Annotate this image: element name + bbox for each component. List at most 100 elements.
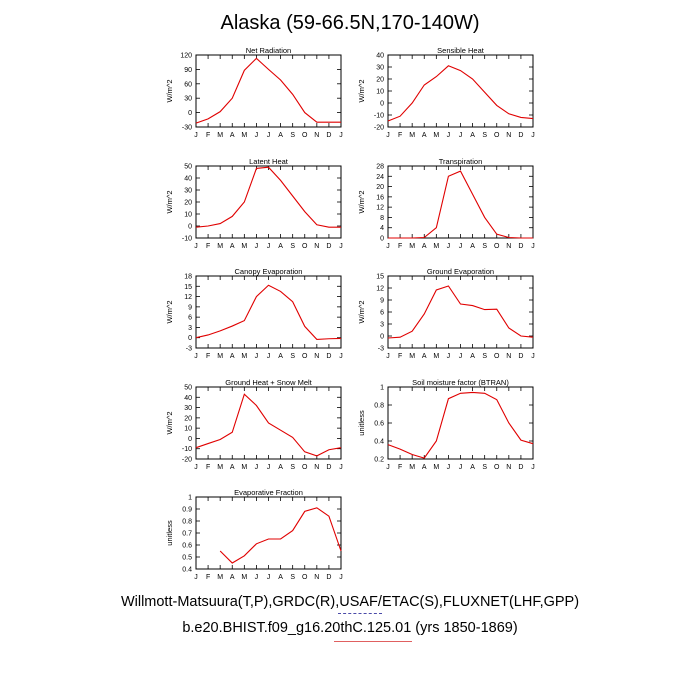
x-tick-label: A	[230, 464, 235, 471]
x-tick-label: D	[326, 243, 331, 250]
x-tick-label: J	[339, 574, 343, 581]
x-tick-label: M	[217, 464, 223, 471]
panel-title: Ground Evaporation	[427, 267, 494, 276]
x-tick-label: J	[267, 353, 271, 360]
x-tick-label: D	[326, 464, 331, 471]
panel-title: Sensible Heat	[437, 46, 485, 55]
y-axis-label: W/m^2	[357, 300, 366, 323]
x-tick-label: M	[409, 353, 415, 360]
x-tick-label: N	[506, 243, 511, 250]
x-tick-label: J	[459, 464, 463, 471]
x-tick-label: A	[470, 353, 475, 360]
x-tick-label: M	[433, 132, 439, 139]
y-tick-label: 0.4	[374, 439, 384, 446]
x-tick-label: O	[302, 243, 308, 250]
plot-frame	[195, 496, 342, 570]
x-tick-label: F	[398, 243, 402, 250]
y-axis-label: W/m^2	[165, 411, 174, 434]
x-tick-label: A	[470, 464, 475, 471]
x-tick-label: O	[302, 353, 308, 360]
x-tick-label: M	[433, 243, 439, 250]
x-tick-label: J	[531, 132, 535, 139]
y-tick-label: -20	[374, 125, 384, 132]
series-line	[387, 391, 534, 459]
x-tick-label: F	[206, 132, 210, 139]
x-tick-label: J	[339, 132, 343, 139]
x-tick-label: D	[518, 464, 523, 471]
x-tick-label: N	[314, 574, 319, 581]
x-tick-label: S	[290, 574, 295, 581]
y-tick-label: -3	[378, 346, 384, 353]
y-tick-label: 90	[184, 67, 192, 74]
panel-title: Soil moisture factor (BTRAN)	[412, 378, 509, 387]
panel-title: Net Radiation	[246, 46, 291, 55]
x-tick-label: M	[241, 574, 247, 581]
x-tick-label: O	[494, 353, 500, 360]
y-tick-label: 0	[380, 236, 384, 243]
y-axis-label: unitless	[165, 520, 174, 546]
plot-frame	[387, 275, 534, 349]
y-tick-label: 0.7	[182, 531, 192, 538]
y-tick-label: 4	[380, 225, 384, 232]
x-tick-label: M	[241, 464, 247, 471]
y-tick-label: 8	[380, 215, 384, 222]
y-tick-label: 0	[380, 101, 384, 108]
y-tick-label: 0.5	[182, 555, 192, 562]
y-tick-label: 0.2	[374, 457, 384, 464]
x-tick-label: N	[506, 464, 511, 471]
y-tick-label: 30	[184, 96, 192, 103]
x-tick-label: J	[459, 243, 463, 250]
y-tick-label: 9	[380, 298, 384, 305]
y-tick-label: 20	[376, 77, 384, 84]
x-tick-label: D	[518, 132, 523, 139]
x-tick-label: J	[267, 464, 271, 471]
y-tick-label: 30	[376, 65, 384, 72]
x-tick-label: O	[302, 464, 308, 471]
y-axis-label: W/m^2	[357, 79, 366, 102]
panel-title: Ground Heat + Snow Melt	[225, 378, 312, 387]
x-tick-label: M	[217, 243, 223, 250]
case-name-caption: b.e20.BHIST.f09_g16.20thC.125.01 (yrs 18…	[182, 620, 518, 636]
y-tick-label: 0	[188, 224, 192, 231]
x-tick-label: J	[447, 243, 451, 250]
x-tick-label: M	[433, 353, 439, 360]
panel-title: Transpiration	[439, 157, 483, 166]
x-tick-label: A	[230, 243, 235, 250]
y-tick-label: 50	[184, 385, 192, 392]
x-tick-label: S	[290, 243, 295, 250]
x-tick-label: D	[326, 574, 331, 581]
x-tick-label: O	[302, 574, 308, 581]
y-tick-label: 10	[184, 426, 192, 433]
x-tick-label: S	[482, 353, 487, 360]
y-tick-label: 20	[376, 184, 384, 191]
x-tick-label: J	[386, 243, 390, 250]
y-tick-label: 0.8	[182, 519, 192, 526]
x-tick-label: M	[409, 243, 415, 250]
chart-panel: J F M A M J J A S O N D J0481216202428TranspirationW…	[357, 157, 535, 250]
y-tick-label: -3	[186, 346, 192, 353]
x-tick-label: F	[398, 353, 402, 360]
y-tick-label: 10	[184, 212, 192, 219]
y-axis-label: W/m^2	[357, 190, 366, 213]
x-tick-label: N	[506, 353, 511, 360]
underline-mark	[338, 613, 382, 615]
plot-frame	[195, 165, 342, 239]
x-tick-label: S	[482, 243, 487, 250]
y-tick-label: 0	[380, 334, 384, 341]
x-tick-label: J	[255, 464, 259, 471]
x-tick-label: S	[290, 353, 295, 360]
y-tick-label: 0.6	[182, 543, 192, 550]
underline-mark	[334, 641, 412, 642]
series-line	[219, 507, 342, 564]
x-tick-label: J	[339, 464, 343, 471]
x-tick-label: A	[278, 353, 283, 360]
x-tick-label: M	[433, 464, 439, 471]
x-tick-label: J	[267, 574, 271, 581]
x-tick-label: F	[206, 464, 210, 471]
y-tick-label: 12	[376, 205, 384, 212]
